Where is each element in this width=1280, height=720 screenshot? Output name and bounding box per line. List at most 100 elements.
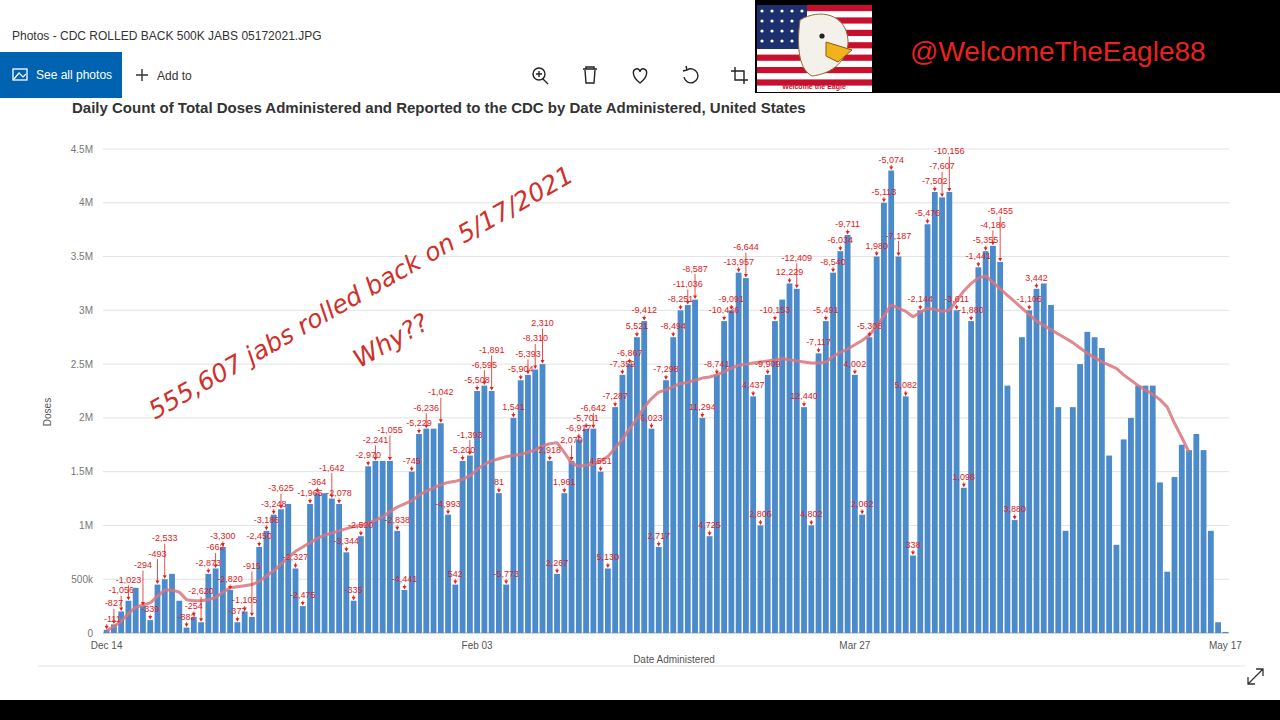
annotation-label: 81	[494, 477, 504, 487]
annotation-arrowhead	[787, 279, 791, 283]
bar	[692, 300, 698, 633]
annotation-label: -2,820	[217, 574, 243, 584]
annotation-label: -2,241	[363, 435, 389, 445]
annotation-label: 1,980	[865, 241, 888, 251]
annotation-arrowhead	[635, 333, 639, 337]
annotation-label: -2,520	[348, 520, 374, 530]
grid-line	[103, 256, 1229, 257]
annotation-label: -8,494	[660, 321, 686, 331]
annotation-label: -3,344	[334, 536, 360, 546]
bar	[198, 622, 204, 633]
annotation-arrowhead	[163, 575, 167, 579]
annotation-arrowhead	[998, 258, 1002, 262]
bar	[903, 396, 909, 633]
rotate-icon[interactable]	[683, 66, 698, 83]
annotation-arrowhead	[679, 306, 683, 310]
y-tick-label: 1M	[79, 520, 93, 531]
favorite-icon[interactable]	[633, 69, 646, 83]
bar	[532, 369, 538, 633]
annotation-arrowhead	[533, 365, 537, 369]
annotation-label: 4,437	[742, 380, 765, 390]
zoom-icon[interactable]	[533, 68, 548, 84]
annotation-label: 2,806	[749, 509, 772, 519]
bar	[205, 574, 211, 633]
button-bg	[0, 52, 122, 98]
annotation-arrowhead	[896, 253, 900, 256]
annotation-arrowhead	[243, 607, 247, 611]
bar	[278, 509, 284, 633]
annotation-arrowhead	[882, 199, 886, 203]
bar	[823, 321, 829, 633]
annotation-label: -4,993	[435, 499, 461, 509]
annotation-arrowhead	[962, 484, 966, 488]
annotation-arrowhead	[809, 521, 813, 525]
annotation-label: -9,711	[835, 219, 860, 229]
annotation-arrowhead	[497, 489, 501, 493]
annotation-label: 3,880	[1003, 504, 1026, 514]
annotation-arrowhead	[838, 247, 842, 251]
y-tick-label: 0	[87, 628, 93, 639]
bar	[925, 224, 931, 633]
annotation-arrow	[542, 329, 543, 362]
bar	[496, 493, 502, 633]
bar	[779, 300, 785, 633]
expand-icon[interactable]	[1248, 669, 1263, 684]
annotation-arrowhead	[606, 564, 610, 568]
bar	[365, 466, 371, 633]
annotation-arrowhead	[860, 511, 864, 515]
annotation-arrowhead	[700, 414, 704, 418]
icon-caption: Welcome the Eagle	[782, 83, 846, 91]
annotation-arrow	[469, 440, 470, 453]
x-tick-label: Mar 27	[839, 640, 871, 651]
annotation-label: -8,741	[704, 359, 730, 369]
see-all-photos-button[interactable]: See all photos	[0, 52, 122, 98]
annotation-arrowhead	[490, 387, 494, 391]
bar	[758, 525, 764, 633]
crop-icon[interactable]	[731, 67, 748, 84]
annotation-label: -254	[185, 601, 203, 611]
annotation-arrowhead	[453, 581, 457, 585]
bar	[162, 579, 168, 633]
annotation-arrowhead	[795, 285, 799, 289]
annotation-arrowhead	[715, 371, 719, 375]
annotation-label: -1,105	[232, 595, 258, 605]
annotation-arrow	[484, 370, 485, 383]
flag-star	[770, 19, 773, 22]
annotation-arrowhead	[214, 564, 218, 568]
annotation-label: -7,287	[602, 391, 628, 401]
x-tick-label: Dec 14	[91, 640, 123, 651]
bar	[1099, 348, 1105, 633]
flag-star	[790, 19, 793, 22]
annotation-arrowhead	[126, 597, 130, 601]
delete-icon[interactable]	[583, 67, 597, 83]
bar	[1172, 477, 1178, 633]
annotation-arrowhead	[657, 543, 661, 547]
bar	[1135, 386, 1141, 633]
annotation-arrowhead	[628, 360, 632, 364]
y-tick-label: 3.5M	[71, 251, 93, 262]
bar	[1041, 283, 1047, 633]
bar	[409, 472, 415, 633]
annotation-label: 4,551	[589, 456, 612, 466]
annotation-arrowhead	[504, 581, 508, 585]
flag-star	[760, 19, 763, 22]
annotation-arrowhead	[119, 607, 123, 611]
bar	[387, 461, 393, 633]
annotation-label: -1,106	[1016, 294, 1042, 304]
annotation-arrowhead	[301, 602, 305, 606]
bar	[518, 380, 524, 633]
grid-line	[103, 310, 1229, 311]
annotation-label: 11,294	[689, 402, 716, 412]
add-to-button[interactable]: Add to	[136, 69, 192, 83]
annotation-arrowhead	[541, 360, 545, 364]
bar	[910, 556, 916, 633]
annotation-arrowhead	[417, 430, 421, 434]
annotation-label: -1,393	[457, 430, 483, 440]
annotation-label: -8,310	[522, 333, 548, 343]
annotation-arrowhead	[933, 188, 937, 192]
annotation-label: -6,917	[566, 423, 592, 433]
annotation-label: 12,229	[776, 267, 804, 277]
bar	[1215, 622, 1221, 633]
bar	[452, 585, 458, 633]
annotation-label: -2,450	[246, 531, 272, 541]
